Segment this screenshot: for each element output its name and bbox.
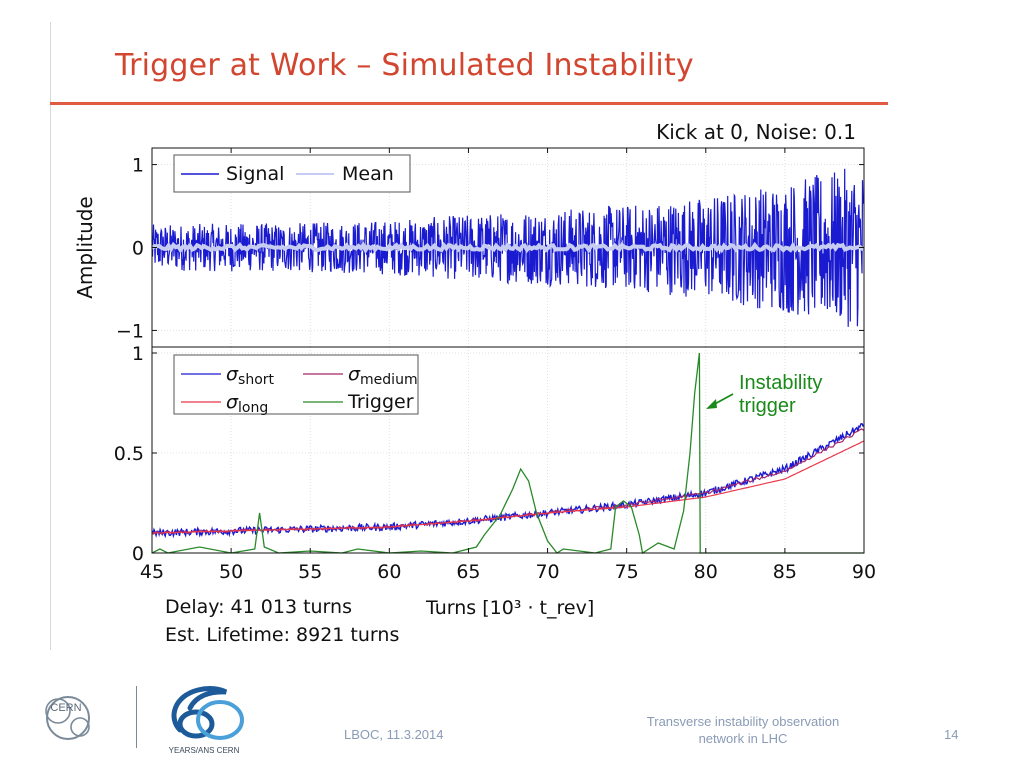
x-tick-label: 60 (377, 561, 401, 583)
x-tick-label: 85 (773, 561, 797, 583)
cern-logo: CERN (45, 696, 90, 740)
mean-line (150, 241, 865, 255)
signal-line (151, 168, 865, 327)
legend-label-mean: Mean (342, 163, 394, 185)
chart-grid (151, 148, 865, 554)
footer-date: LBOC, 11.3.2014 (344, 727, 444, 742)
legend-label-0: σshort (226, 363, 275, 388)
bottom-legend-box (173, 354, 419, 415)
x-tick-label: 45 (140, 561, 164, 583)
delay-text: Delay: 41 013 turns (165, 596, 352, 618)
x-tick-label: 75 (615, 561, 639, 583)
legend-label-3: Trigger (347, 391, 414, 413)
x-tick-label: 80 (694, 561, 718, 583)
annotation-line-1: Instability (739, 372, 823, 394)
slide-left-rule (50, 22, 51, 650)
footer-title-line-1: Transverse instability observation (646, 714, 840, 729)
x-tick-label: 50 (219, 561, 243, 583)
sigma-long-line (151, 440, 865, 534)
page-number: 14 (944, 727, 959, 742)
lifetime-text: Est. Lifetime: 8921 turns (165, 624, 400, 646)
x-tick-label: 55 (298, 561, 322, 583)
chart-title: Kick at 0, Noise: 0.1 (656, 120, 856, 144)
legend-label-1: σmedium (348, 363, 418, 388)
footer-title: Transverse instability observation netwo… (612, 713, 874, 747)
slide-title: Trigger at Work – Simulated Instability (115, 48, 694, 83)
x-tick-label: 90 (852, 561, 876, 583)
y-tick-label: 1 (132, 155, 144, 177)
legend-label-signal: Signal (226, 163, 284, 185)
logo-divider (136, 686, 137, 748)
sixty-years-text: YEARS/ANS CERN (169, 746, 240, 755)
y-tick-label: 0.5 (114, 443, 144, 465)
instability-annotation: Instability trigger (739, 372, 822, 418)
annotation-arrow-head (706, 399, 717, 409)
axis-ticks (151, 148, 865, 554)
annotation-line-2: trigger (739, 395, 796, 417)
x-tick-label: 70 (535, 561, 559, 583)
y-tick-label: 0 (132, 238, 144, 260)
y-tick-label: 0 (132, 543, 144, 565)
footer-title-line-2: network in LHC (698, 731, 788, 746)
trigger-line (151, 352, 864, 555)
bottom-panel-frame (151, 346, 865, 554)
sixty-years-logo: YEARS/ANS CERN (169, 686, 244, 755)
y-axis-label: Amplitude (73, 196, 97, 299)
x-axis-label: Turns [10³ · t_rev] (425, 597, 594, 619)
y-tick-label: −1 (116, 320, 144, 342)
title-underline (50, 102, 888, 105)
cern-logo-text: CERN (50, 702, 81, 714)
legend-label-2: σlong (226, 391, 268, 416)
y-tick-label: 1 (132, 343, 144, 365)
x-tick-label: 65 (456, 561, 480, 583)
sigma-short-line (151, 423, 865, 539)
